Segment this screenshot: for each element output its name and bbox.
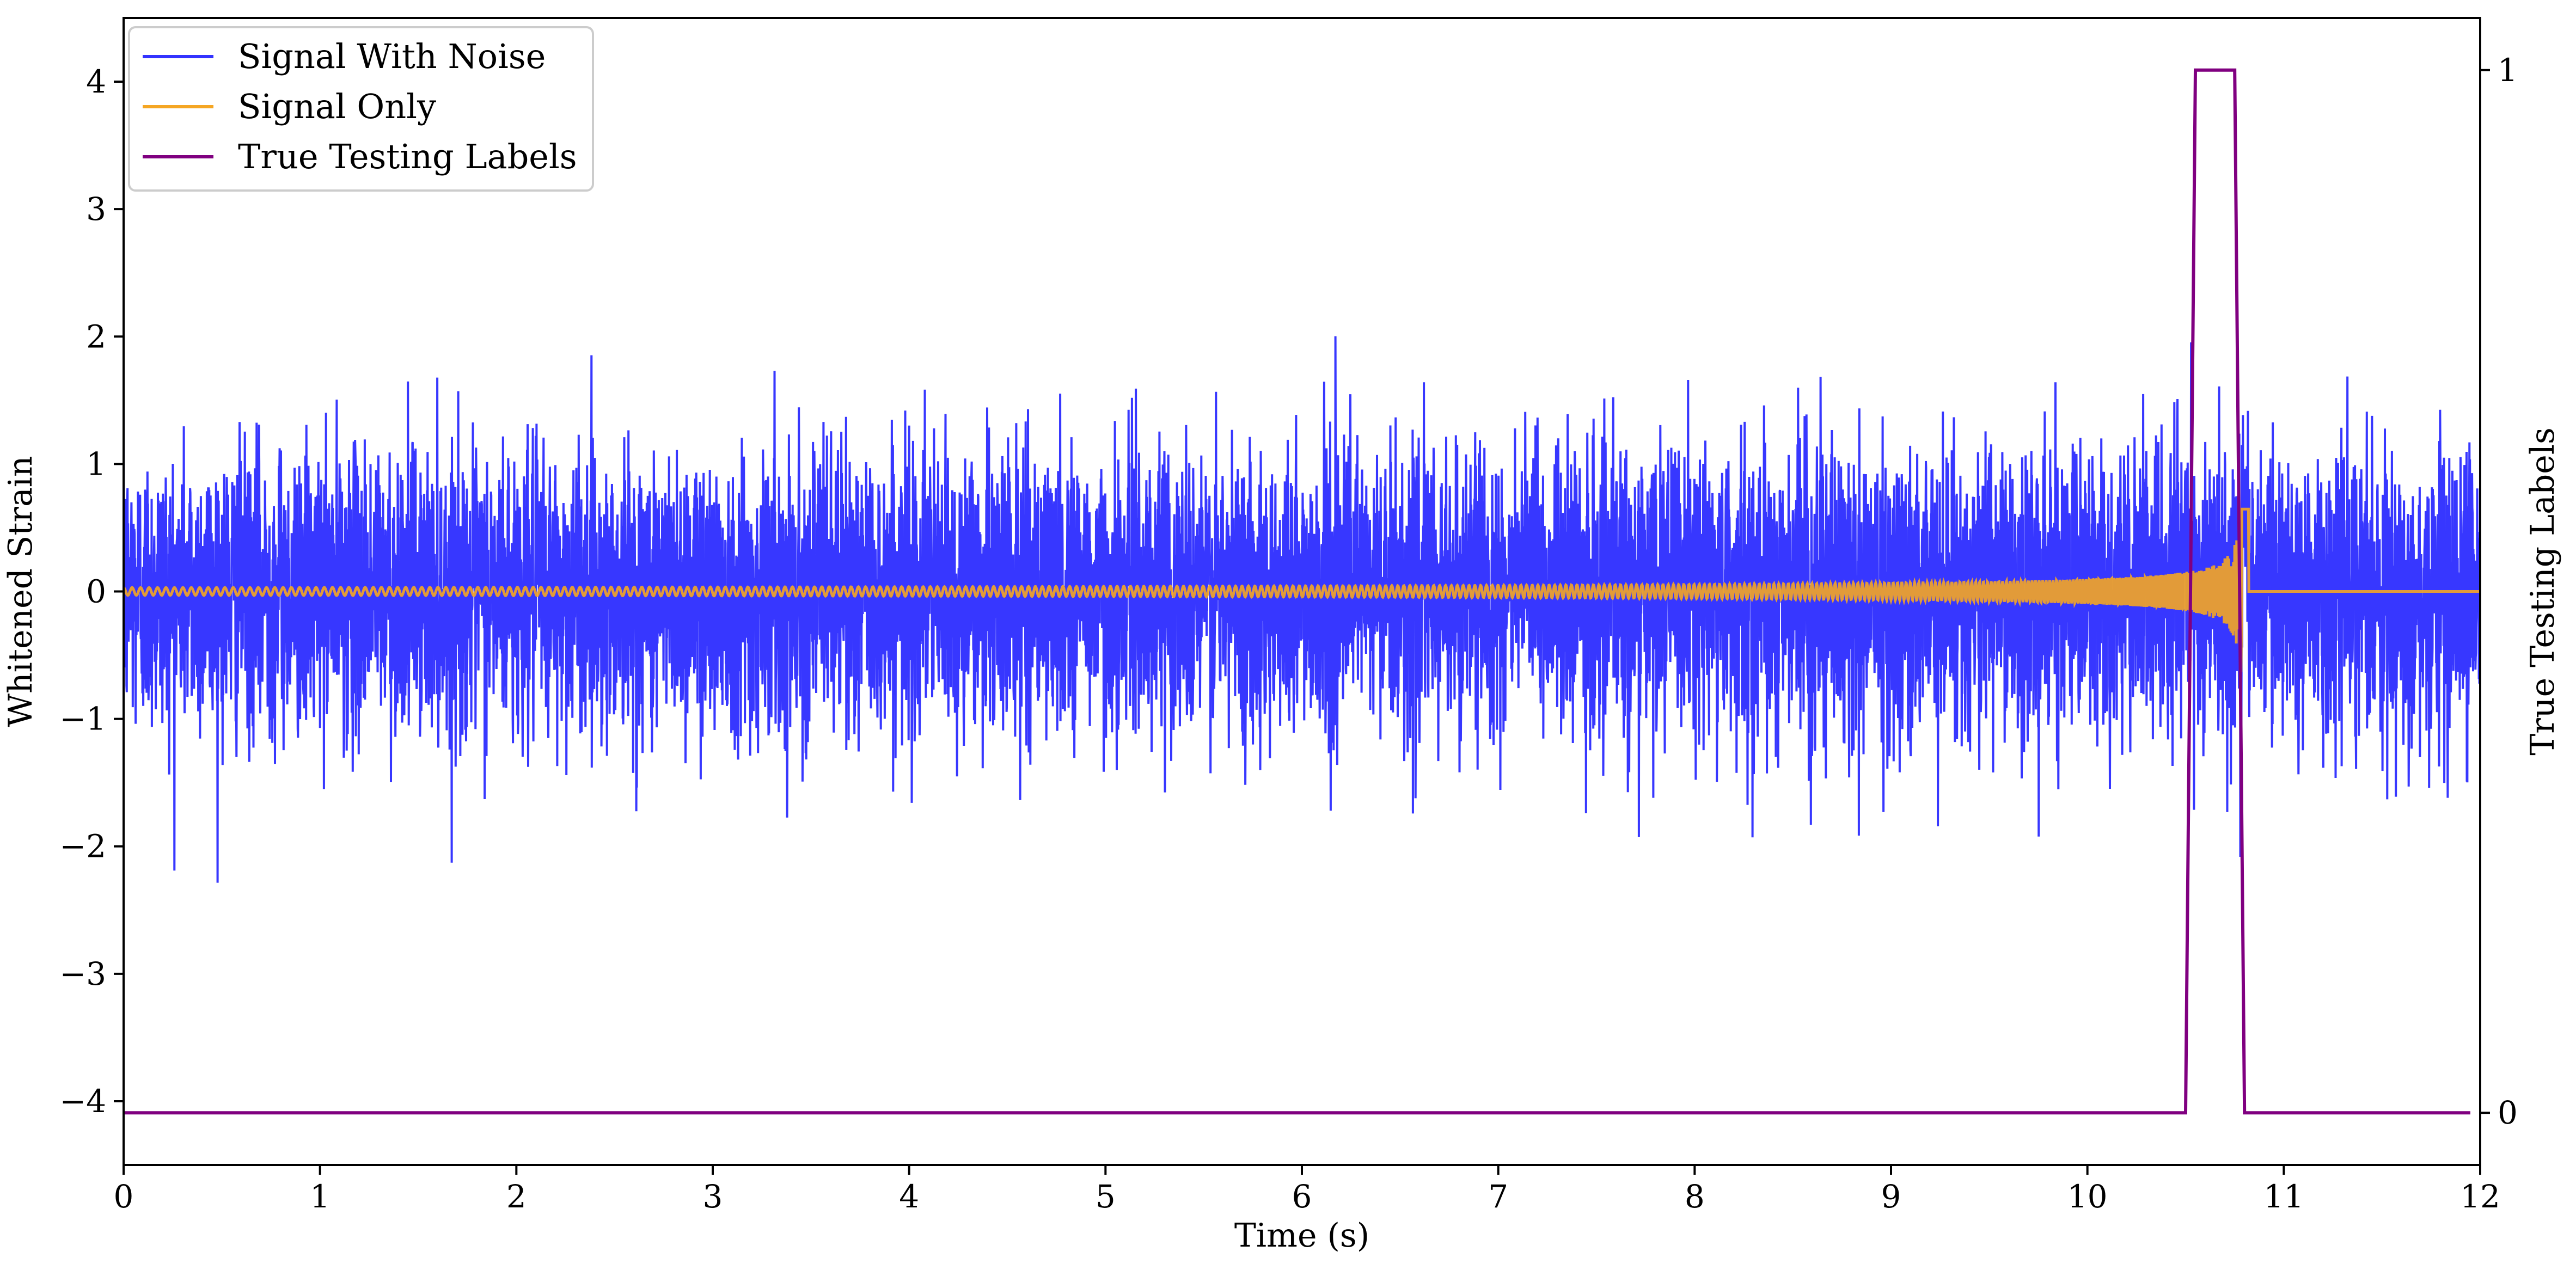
y-axis-left: −4 −3 −2 −1 0 1 2 3 4 bbox=[60, 63, 124, 1120]
x-tick-label: 6 bbox=[1292, 1178, 1312, 1215]
x-axis: 0 1 2 3 4 5 6 7 8 9 10 11 12 bbox=[114, 1165, 2500, 1215]
x-tick-label: 9 bbox=[1881, 1178, 1901, 1215]
y-right-tick-label: 0 bbox=[2498, 1094, 2518, 1131]
legend-label: True Testing Labels bbox=[238, 137, 577, 176]
x-tick-label: 4 bbox=[899, 1178, 919, 1215]
series-signal-only bbox=[124, 507, 2480, 672]
x-tick-label: 11 bbox=[2263, 1178, 2304, 1215]
x-tick-label: 7 bbox=[1488, 1178, 1508, 1215]
x-tick-label: 2 bbox=[506, 1178, 527, 1215]
y-tick-label: −2 bbox=[60, 828, 107, 865]
x-tick-label: 5 bbox=[1096, 1178, 1116, 1215]
y-tick-label: −3 bbox=[60, 955, 107, 992]
x-tick-label: 3 bbox=[703, 1178, 723, 1215]
x-tick-label: 1 bbox=[310, 1178, 330, 1215]
y-axis-title: Whitened Strain bbox=[2, 456, 40, 727]
y-tick-label: −4 bbox=[60, 1083, 107, 1120]
y-tick-label: 2 bbox=[86, 318, 106, 355]
x-tick-label: 10 bbox=[2067, 1178, 2108, 1215]
legend-label: Signal With Noise bbox=[238, 36, 546, 76]
legend-label: Signal Only bbox=[238, 87, 436, 126]
plot-area bbox=[124, 68, 2480, 1115]
legend: Signal With Noise Signal Only True Testing… bbox=[128, 26, 594, 192]
x-tick-label: 12 bbox=[2460, 1178, 2500, 1215]
series-true-testing-labels bbox=[124, 68, 2470, 1115]
series-signal-with-noise bbox=[124, 336, 2480, 883]
y-tick-label: 0 bbox=[86, 573, 106, 610]
x-axis-title: Time (s) bbox=[1234, 1217, 1369, 1255]
y-right-tick-label: 1 bbox=[2498, 52, 2518, 89]
y-tick-label: 1 bbox=[86, 445, 106, 482]
y-tick-label: 4 bbox=[86, 63, 106, 100]
x-tick-label: 0 bbox=[114, 1178, 134, 1215]
y-axis-right: 01 bbox=[2480, 52, 2518, 1131]
y-tick-label: 3 bbox=[86, 191, 106, 228]
x-tick-label: 8 bbox=[1685, 1178, 1705, 1215]
plot-frame bbox=[123, 17, 2481, 1166]
y-axis-right-title: True Testing Labels bbox=[2524, 427, 2562, 756]
legend-box bbox=[128, 26, 594, 192]
y-tick-label: −1 bbox=[60, 701, 107, 738]
